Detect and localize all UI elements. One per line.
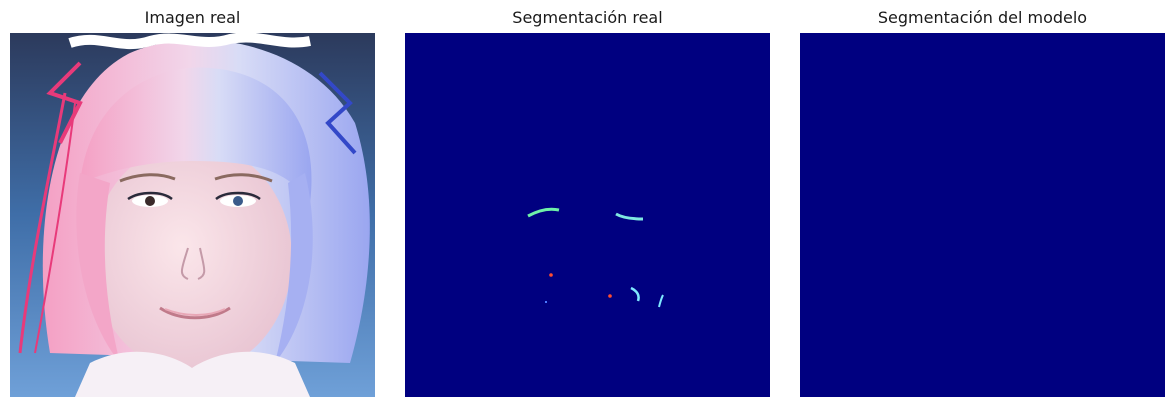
model-prediction-mask-panel [800,33,1165,397]
panel-title-model-prediction: Segmentación del modelo [877,8,1088,27]
mask-curve-right [658,294,664,308]
mask-left-eyebrow [527,207,560,218]
real-image-panel [10,33,375,397]
mask-mark-right [608,294,612,298]
mask-curve-left [630,286,640,302]
mask-mark-left [549,273,553,277]
ground-truth-mask-panel [405,33,770,397]
mask-right-eyebrow [615,212,644,221]
face-photo-illustration [10,33,375,397]
ground-truth-mask [405,33,770,397]
panel-title-real-image: Imagen real [144,8,241,27]
mask-speck [545,301,547,303]
panel-title-ground-truth: Segmentación real [512,8,663,27]
